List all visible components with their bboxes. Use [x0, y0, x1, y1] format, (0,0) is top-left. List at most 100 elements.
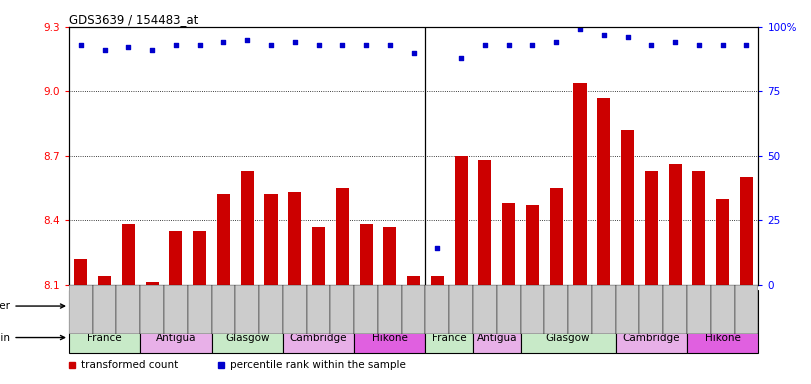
Bar: [426, 290, 758, 322]
Bar: [521, 285, 544, 333]
Bar: [473, 285, 497, 333]
Bar: [735, 285, 758, 333]
Bar: [146, 282, 159, 285]
Point: [668, 39, 681, 45]
Bar: [550, 188, 563, 285]
Bar: [426, 285, 449, 333]
Bar: [193, 231, 206, 285]
Bar: [455, 156, 468, 285]
Point: [455, 55, 468, 61]
Text: Glasgow: Glasgow: [225, 333, 269, 343]
Point: [288, 39, 301, 45]
Bar: [140, 322, 212, 353]
Bar: [426, 322, 473, 353]
Bar: [687, 285, 710, 333]
Point: [431, 245, 444, 252]
Point: [384, 42, 397, 48]
Bar: [354, 322, 426, 353]
Point: [407, 50, 420, 56]
Bar: [330, 285, 354, 333]
Point: [645, 42, 658, 48]
Bar: [621, 130, 634, 285]
Point: [146, 47, 159, 53]
Bar: [212, 322, 283, 353]
Text: Hikone: Hikone: [705, 333, 740, 343]
Bar: [336, 188, 349, 285]
Bar: [188, 285, 212, 333]
Bar: [526, 205, 539, 285]
Bar: [449, 285, 473, 333]
Text: Glasgow: Glasgow: [546, 333, 590, 343]
Text: Antigua: Antigua: [156, 333, 196, 343]
Point: [716, 42, 729, 48]
Bar: [140, 285, 164, 333]
Point: [573, 26, 586, 33]
Bar: [359, 224, 372, 285]
Point: [597, 31, 610, 38]
Bar: [283, 285, 307, 333]
Text: GDS3639 / 154483_at: GDS3639 / 154483_at: [69, 13, 199, 26]
Text: Cambridge: Cambridge: [623, 333, 680, 343]
Point: [75, 42, 88, 48]
Bar: [521, 322, 616, 353]
Bar: [75, 259, 88, 285]
Bar: [241, 171, 254, 285]
Point: [193, 42, 206, 48]
Bar: [283, 322, 354, 353]
Point: [264, 42, 277, 48]
Point: [693, 42, 706, 48]
Bar: [592, 285, 616, 333]
Bar: [259, 285, 283, 333]
Bar: [407, 276, 420, 285]
Point: [336, 42, 349, 48]
Point: [740, 42, 753, 48]
Bar: [354, 285, 378, 333]
Bar: [616, 285, 639, 333]
Text: transformed count: transformed count: [81, 360, 178, 370]
Bar: [597, 98, 611, 285]
Bar: [117, 285, 140, 333]
Text: percentile rank within the sample: percentile rank within the sample: [230, 360, 406, 370]
Bar: [497, 285, 521, 333]
Bar: [740, 177, 753, 285]
Point: [478, 42, 491, 48]
Point: [621, 34, 634, 40]
Bar: [264, 194, 277, 285]
Bar: [401, 285, 426, 333]
Bar: [92, 285, 117, 333]
Bar: [639, 285, 663, 333]
Point: [550, 39, 563, 45]
Point: [526, 42, 539, 48]
Bar: [431, 276, 444, 285]
Bar: [212, 285, 235, 333]
Bar: [716, 199, 729, 285]
Bar: [544, 285, 569, 333]
Bar: [569, 285, 592, 333]
Bar: [312, 227, 325, 285]
Point: [312, 42, 325, 48]
Bar: [687, 322, 758, 353]
Bar: [164, 285, 188, 333]
Point: [359, 42, 372, 48]
Text: Hikone: Hikone: [372, 333, 408, 343]
Bar: [710, 285, 735, 333]
Text: Cambridge: Cambridge: [290, 333, 347, 343]
Bar: [663, 285, 687, 333]
Point: [241, 37, 254, 43]
Text: Antigua: Antigua: [477, 333, 517, 343]
Text: France: France: [432, 333, 466, 343]
Bar: [378, 285, 401, 333]
Text: female: female: [573, 301, 611, 311]
Bar: [573, 83, 586, 285]
Point: [502, 42, 515, 48]
Bar: [384, 227, 397, 285]
Text: male: male: [234, 301, 261, 311]
Bar: [98, 276, 111, 285]
Point: [217, 39, 230, 45]
Bar: [217, 194, 230, 285]
Bar: [668, 164, 681, 285]
Bar: [478, 160, 491, 285]
Text: France: France: [88, 333, 122, 343]
Bar: [235, 285, 259, 333]
Bar: [473, 322, 521, 353]
